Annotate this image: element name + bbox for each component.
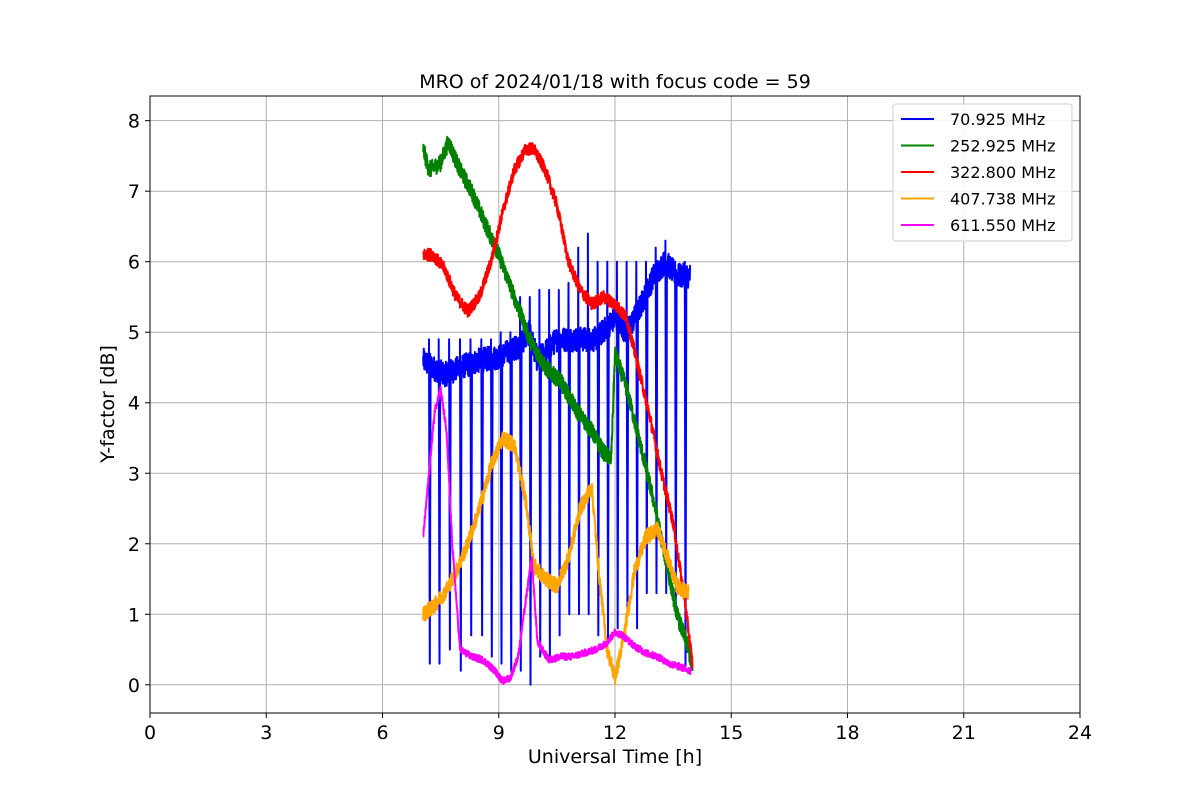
- series-line: [422, 135, 694, 671]
- legend: 70.925 MHz 252.925 MHz 322.800 MHz 407.738 …: [892, 103, 1073, 242]
- series-line: [422, 386, 692, 686]
- x-tick-label: 24: [1068, 722, 1092, 744]
- legend-frame: [892, 103, 1073, 242]
- chart-title: MRO of 2024/01/18 with focus code = 59: [419, 71, 811, 93]
- x-tick-label: 0: [144, 722, 156, 744]
- x-axis-title: Universal Time [h]: [528, 746, 702, 768]
- y-tick-label: 5: [128, 322, 140, 344]
- series-line: [422, 142, 694, 668]
- y-tick-label: 0: [128, 675, 140, 697]
- x-tick-label: 21: [952, 722, 976, 744]
- y-tick-label: 4: [128, 393, 140, 415]
- x-tick-label: 3: [260, 722, 272, 744]
- y-axis-title: Y-factor [dB]: [97, 345, 119, 464]
- y-tick-label: 3: [128, 463, 140, 485]
- legend-label: 70.925 MHz: [950, 110, 1045, 129]
- series-layer: [422, 135, 694, 686]
- x-tick-label: 9: [493, 722, 505, 744]
- y-tick-label: 7: [128, 181, 140, 203]
- x-tick-label: 6: [376, 722, 388, 744]
- series-3: [422, 431, 690, 685]
- y-tick-label: 2: [128, 534, 140, 556]
- legend-label: 611.550 MHz: [950, 216, 1055, 235]
- legend-label: 252.925 MHz: [950, 137, 1055, 156]
- x-tick-label: 12: [603, 722, 627, 744]
- y-tick-label: 1: [128, 604, 140, 626]
- series-4: [422, 386, 692, 686]
- legend-label: 322.800 MHz: [950, 163, 1055, 182]
- series-2: [422, 142, 694, 668]
- y-tick-label: 6: [128, 252, 140, 274]
- x-tick-label: 15: [719, 722, 743, 744]
- series-line: [422, 431, 690, 685]
- series-1: [422, 135, 694, 671]
- x-tick-label: 18: [835, 722, 859, 744]
- legend-label: 407.738 MHz: [950, 190, 1055, 209]
- y-tick-label: 8: [128, 111, 140, 133]
